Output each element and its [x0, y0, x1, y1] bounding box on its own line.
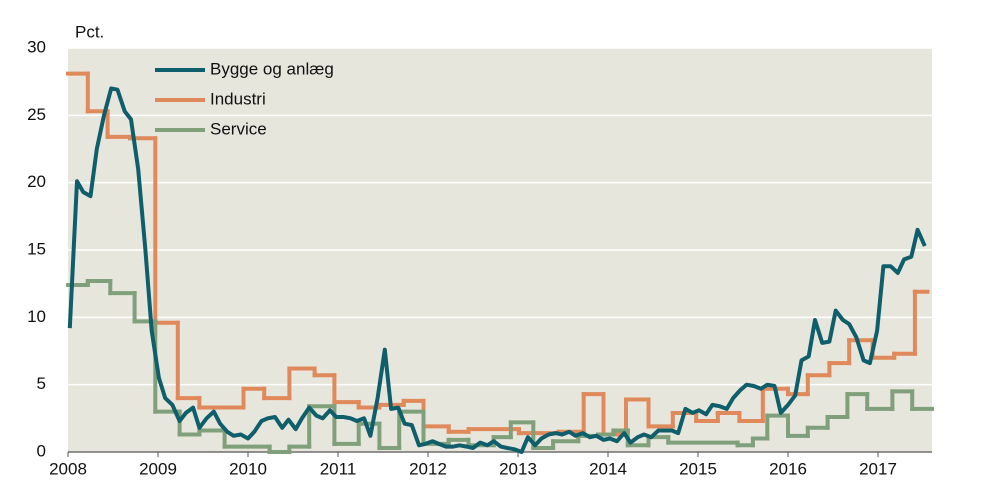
y-tick-label: 25	[27, 105, 46, 124]
x-tick-label: 2010	[229, 459, 267, 478]
x-tick-label: 2009	[139, 459, 177, 478]
x-tick-label: 2008	[49, 459, 87, 478]
x-tick-label: 2014	[589, 459, 627, 478]
y-tick-label: 0	[37, 441, 46, 460]
x-tick-label: 2012	[409, 459, 447, 478]
y-tick-label: 5	[37, 374, 46, 393]
legend-label: Bygge og anlæg	[210, 59, 334, 78]
legend-label: Service	[210, 119, 267, 138]
y-tick-label: 15	[27, 239, 46, 258]
legend-label: Industri	[210, 89, 266, 108]
x-tick-label: 2016	[769, 459, 807, 478]
y-axis-label: Pct.	[75, 22, 104, 41]
x-tick-label: 2015	[679, 459, 717, 478]
series-line	[67, 86, 927, 454]
y-tick-label: 30	[27, 37, 46, 56]
x-tick-label: 2011	[320, 459, 357, 478]
y-tick-label: 10	[27, 307, 46, 326]
x-tick-label: 2017	[859, 459, 897, 478]
y-tick-label: 20	[27, 172, 46, 191]
x-tick-label: 2013	[499, 459, 537, 478]
